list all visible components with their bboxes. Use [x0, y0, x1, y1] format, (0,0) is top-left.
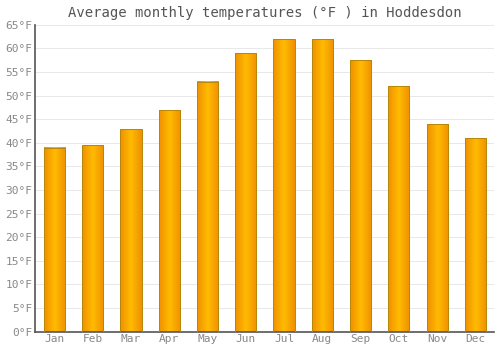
- Bar: [274, 39, 294, 332]
- Bar: [350, 60, 371, 332]
- Bar: [44, 148, 65, 332]
- Title: Average monthly temperatures (°F ) in Hoddesdon: Average monthly temperatures (°F ) in Ho…: [68, 6, 462, 20]
- Bar: [158, 110, 180, 332]
- Bar: [197, 82, 218, 332]
- Bar: [120, 129, 142, 332]
- Bar: [235, 53, 256, 332]
- Bar: [82, 145, 103, 332]
- Bar: [426, 124, 448, 332]
- Bar: [388, 86, 409, 332]
- Bar: [312, 39, 333, 332]
- Bar: [465, 138, 486, 332]
